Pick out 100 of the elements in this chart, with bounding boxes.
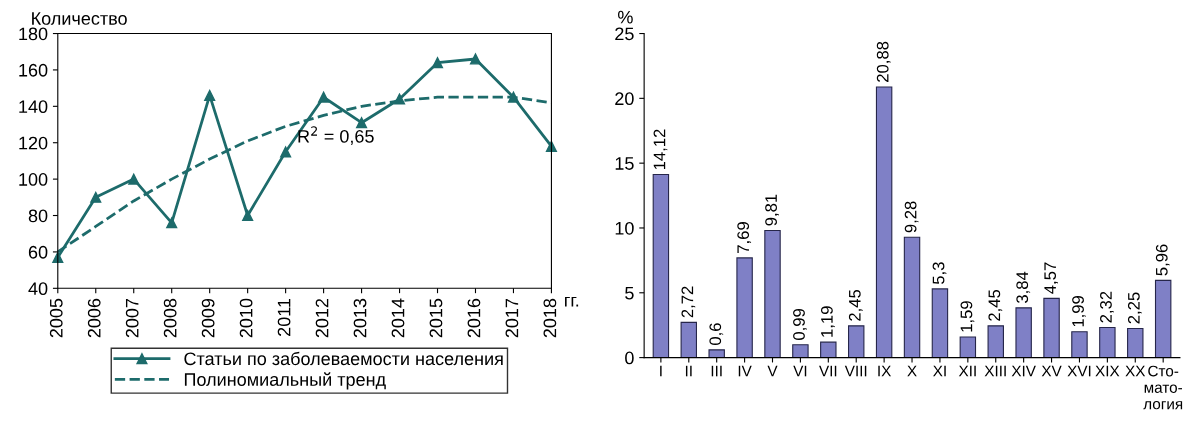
x-tick-label: 2014 <box>391 298 405 338</box>
data-label: 1,99 <box>1072 295 1086 327</box>
data-label: 14,12 <box>653 129 668 170</box>
text: гг. <box>565 296 579 307</box>
data-label: 2,25 <box>1127 292 1142 324</box>
legend-label: Полиномиальный тренд <box>184 372 386 390</box>
data-label: 5,3 <box>932 262 947 285</box>
y-axis-title: Количество <box>32 12 127 25</box>
x-tick-label: XX <box>1125 365 1146 377</box>
point <box>356 117 368 129</box>
bar <box>652 174 670 358</box>
annotation: R$^{2}$ = 0,65 <box>298 126 374 145</box>
x-tick-label: I <box>660 365 662 377</box>
data-label: 3,84 <box>1016 271 1031 304</box>
bar <box>987 325 1004 358</box>
point <box>242 209 254 222</box>
point <box>52 251 64 263</box>
x-tick-label: III <box>711 365 722 377</box>
x-tick-label: XIV <box>1011 365 1036 377</box>
y-tick-label: 140 <box>19 100 48 114</box>
data-label: 1,59 <box>960 301 975 332</box>
data-label: 0,6 <box>709 323 724 345</box>
y-tick-label: 100 <box>19 173 48 186</box>
point <box>166 217 178 229</box>
y-tick-label: 20 <box>615 92 634 106</box>
point <box>431 57 444 69</box>
x-tick-label: 2017 <box>505 298 519 338</box>
x-tick-label: 2005 <box>49 298 63 338</box>
x-tick-label: 2016 <box>467 298 481 338</box>
x-tick-label: 2013 <box>353 298 367 338</box>
data-label: 2,72 <box>681 286 696 318</box>
y-tick-label: 80 <box>28 209 48 223</box>
x-tick-label: 2008 <box>163 298 177 338</box>
bar <box>1154 279 1172 358</box>
data-label: 2,45 <box>988 289 1003 321</box>
bar <box>764 229 781 358</box>
x-tick-label: XIX <box>1095 365 1120 377</box>
data-label: 2,32 <box>1100 291 1114 323</box>
y-tick-label: 180 <box>19 27 48 41</box>
y-tick-label: 5 <box>625 286 634 300</box>
x-tick-label: 2010 <box>239 298 253 338</box>
bar <box>1099 326 1116 358</box>
bar <box>847 325 865 358</box>
y-tick-label: 40 <box>28 282 48 296</box>
x-tick-label: 2009 <box>201 298 215 338</box>
point <box>318 91 330 103</box>
bar <box>736 257 753 358</box>
data-label: 2,45 <box>848 289 863 321</box>
bar <box>820 341 837 358</box>
y-tick-label: 60 <box>28 245 48 259</box>
data-label: 9,28 <box>904 201 919 233</box>
x-tick-label: VIII <box>844 365 867 377</box>
bar <box>1043 297 1060 358</box>
x-tick-label: 2015 <box>429 298 443 338</box>
data-label: 20,88 <box>876 41 891 82</box>
x-tick-label: VI <box>793 365 807 377</box>
bar <box>959 336 977 358</box>
bar <box>903 236 921 358</box>
bar <box>1015 307 1032 358</box>
legend-label: Статьи по заболеваемости населения <box>184 351 503 366</box>
bar <box>931 288 949 358</box>
data-label: 1,19 <box>820 306 835 337</box>
point <box>280 146 292 158</box>
point <box>469 53 482 65</box>
x-tick-label: 2018 <box>543 298 557 338</box>
x-tick-label: X <box>907 365 917 377</box>
y-tick-label: 15 <box>615 157 634 170</box>
data-label: 5,96 <box>1155 244 1170 276</box>
bar <box>792 344 809 358</box>
x-tick-label: 2012 <box>315 298 329 338</box>
bar <box>1071 331 1088 358</box>
x-tick-label: 2011 <box>277 298 291 336</box>
y-tick-label: 10 <box>615 221 634 235</box>
point <box>90 191 102 203</box>
x-tick-label: V <box>767 365 778 377</box>
x-tick-label: XIII <box>984 365 1006 377</box>
y-tick-label: 25 <box>615 27 634 41</box>
data-label: 0,99 <box>793 308 807 340</box>
point <box>128 173 140 185</box>
point <box>204 89 216 101</box>
x-tick-label: IV <box>738 365 752 377</box>
x-tick-label: XV <box>1041 365 1062 377</box>
bar <box>708 349 725 358</box>
x-tick-label: XII <box>958 365 976 377</box>
data-label: 7,69 <box>737 222 752 253</box>
data-label: 9,81 <box>765 194 779 226</box>
x-tick-label: 2007 <box>125 298 139 338</box>
bar <box>1127 327 1144 358</box>
y-tick-label: 0 <box>625 351 634 365</box>
data-label: 4,57 <box>1044 262 1058 294</box>
x-tick-label: XVI <box>1067 365 1091 377</box>
x-tick-label: II <box>685 365 692 377</box>
x-tick-label: VII <box>819 365 837 377</box>
bar <box>875 86 893 358</box>
y-tick-label: 160 <box>19 63 48 77</box>
x-tick-label: XI <box>933 365 946 377</box>
y-axis-title: % <box>618 10 633 24</box>
bar <box>680 321 698 358</box>
x-tick-label: IX <box>878 365 892 377</box>
y-tick-label: 120 <box>19 136 48 150</box>
